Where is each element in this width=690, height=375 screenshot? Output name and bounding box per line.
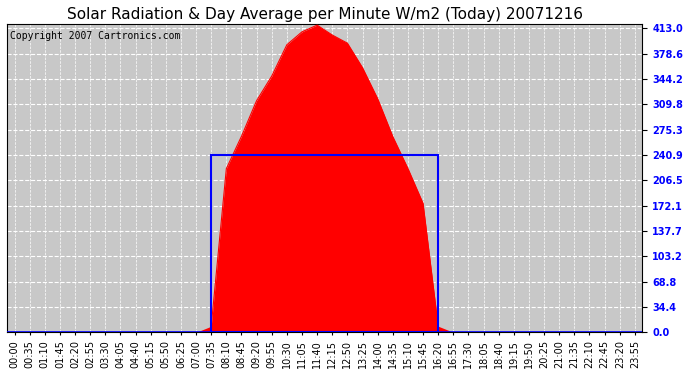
Title: Solar Radiation & Day Average per Minute W/m2 (Today) 20071216: Solar Radiation & Day Average per Minute… bbox=[67, 7, 582, 22]
Text: Copyright 2007 Cartronics.com: Copyright 2007 Cartronics.com bbox=[10, 31, 181, 40]
Bar bbox=[211, 155, 438, 332]
